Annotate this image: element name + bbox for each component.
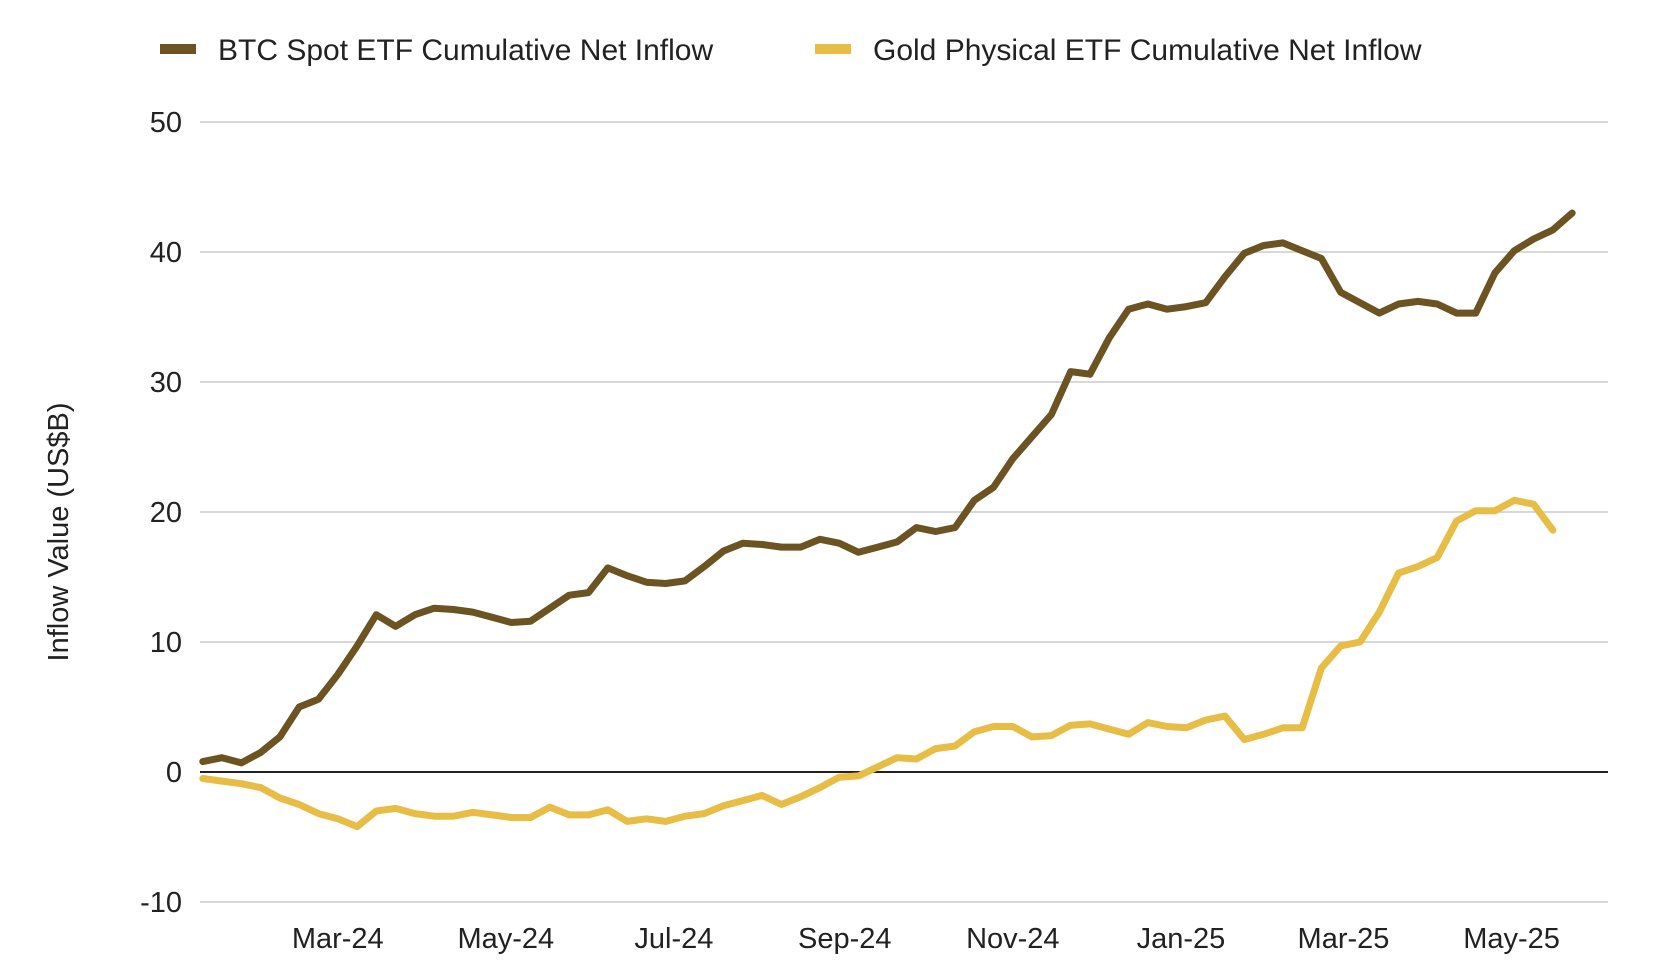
- y-tick-label: 20: [150, 497, 182, 529]
- y-tick-label: 30: [150, 367, 182, 399]
- legend-swatch-btc: [160, 44, 196, 54]
- legend: BTC Spot ETF Cumulative Net Inflow Gold …: [160, 34, 1422, 67]
- x-tick-label: May-24: [457, 923, 554, 955]
- series-line-btc: [199, 209, 1576, 767]
- legend-label-btc: BTC Spot ETF Cumulative Net Inflow: [218, 34, 713, 67]
- x-tick-label: Sep-24: [798, 923, 892, 955]
- legend-entry-btc: BTC Spot ETF Cumulative Net Inflow: [160, 34, 713, 67]
- y-tick-label: 40: [150, 237, 182, 269]
- x-tick-label: Jul-24: [634, 923, 713, 955]
- y-axis-label: Inflow Value (US$B): [43, 403, 75, 662]
- x-tick-label: Nov-24: [966, 923, 1060, 955]
- gridlines: [200, 121, 1608, 903]
- y-tick-label: 10: [150, 627, 182, 659]
- series-lines: [199, 209, 1576, 831]
- x-tick-labels: Mar-24 May-24 Jul-24 Sep-24 Nov-24 Jan-25 Mar-…: [292, 923, 1560, 955]
- y-tick-label: -10: [140, 887, 182, 919]
- x-tick-label: Jan-25: [1137, 923, 1226, 955]
- legend-label-gold: Gold Physical ETF Cumulative Net Inflow: [873, 34, 1422, 67]
- y-tick-label: 0: [166, 757, 182, 789]
- x-tick-label: May-25: [1463, 923, 1560, 955]
- series-line-gold: [199, 496, 1557, 831]
- y-tick-labels: -10 0 10 20 30 40 50: [140, 107, 182, 919]
- x-tick-label: Mar-24: [292, 923, 384, 955]
- y-tick-label: 50: [150, 107, 182, 139]
- x-tick-label: Mar-25: [1298, 923, 1390, 955]
- legend-swatch-gold: [815, 44, 851, 54]
- legend-entry-gold: Gold Physical ETF Cumulative Net Inflow: [815, 34, 1422, 67]
